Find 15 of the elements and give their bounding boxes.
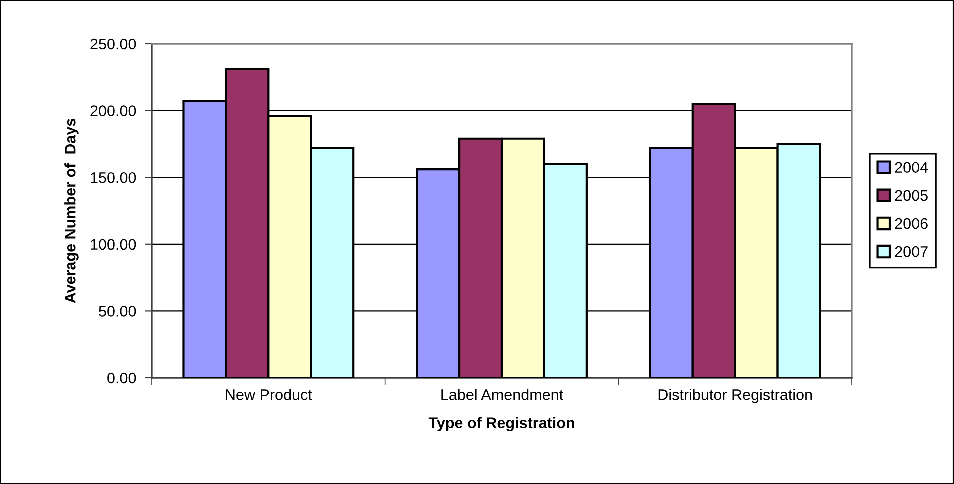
y-axis-title: Average Number of Days: [64, 118, 79, 304]
y-tick-label: 150.00: [91, 172, 136, 184]
legend-label: 2006: [895, 218, 928, 230]
y-tick-label: 50.00: [99, 306, 136, 317]
x-tick-label: Distributor Registration: [658, 389, 812, 404]
x-axis-title: Type of Registration: [428, 417, 574, 432]
x-tick-label: New Product: [226, 389, 312, 400]
y-tick-label: 100.00: [91, 239, 136, 250]
y-tick-label: 250.00: [90, 38, 136, 50]
legend-label: 2005: [895, 190, 928, 202]
x-tick-label: Label Amendment: [442, 389, 564, 400]
legend-label: 2007: [895, 246, 928, 258]
legend-label: 2004: [895, 162, 928, 174]
y-tick-label: 200.00: [90, 106, 136, 116]
y-tick-label: 0.00: [108, 372, 136, 384]
